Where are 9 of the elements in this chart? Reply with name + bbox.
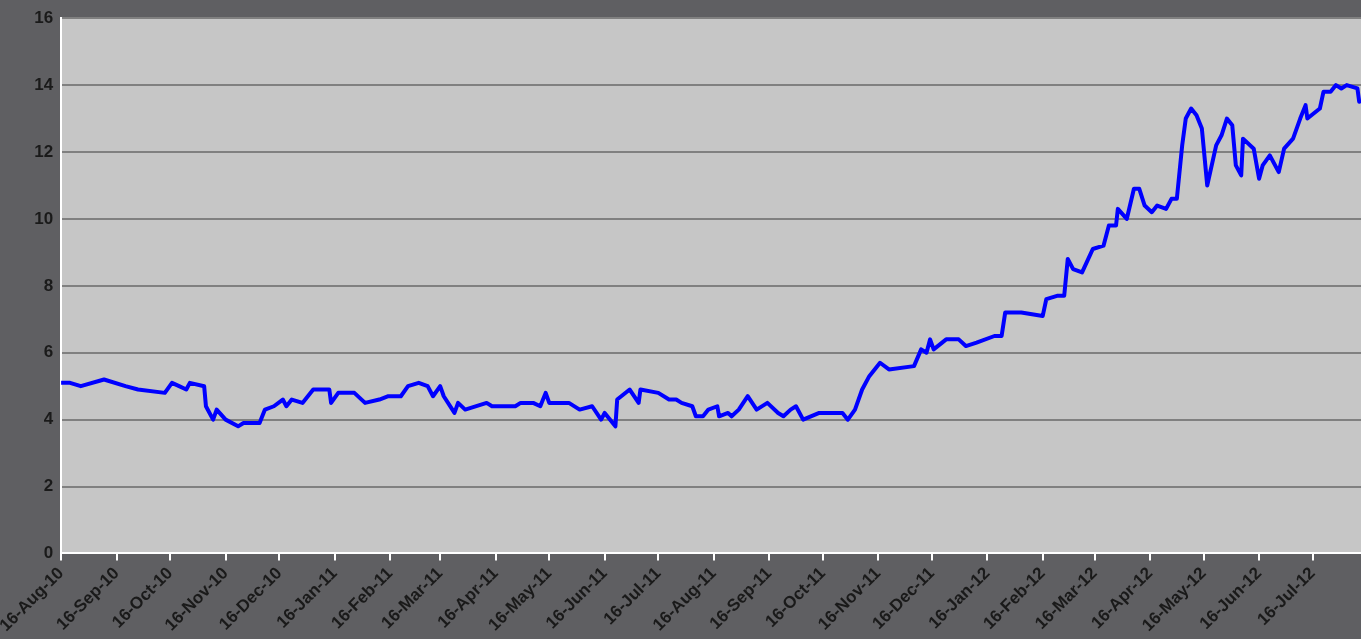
- y-tick-label: 6: [43, 342, 54, 362]
- y-tick-label: 0: [43, 543, 54, 563]
- y-tick-label: 16: [34, 7, 54, 27]
- y-tick-label: 2: [43, 476, 54, 496]
- y-tick-label: 8: [43, 275, 54, 295]
- y-tick-label: 10: [34, 208, 54, 228]
- y-tick-label: 12: [34, 141, 54, 161]
- y-tick-label: 4: [43, 409, 54, 429]
- y-tick-label: 14: [34, 74, 54, 94]
